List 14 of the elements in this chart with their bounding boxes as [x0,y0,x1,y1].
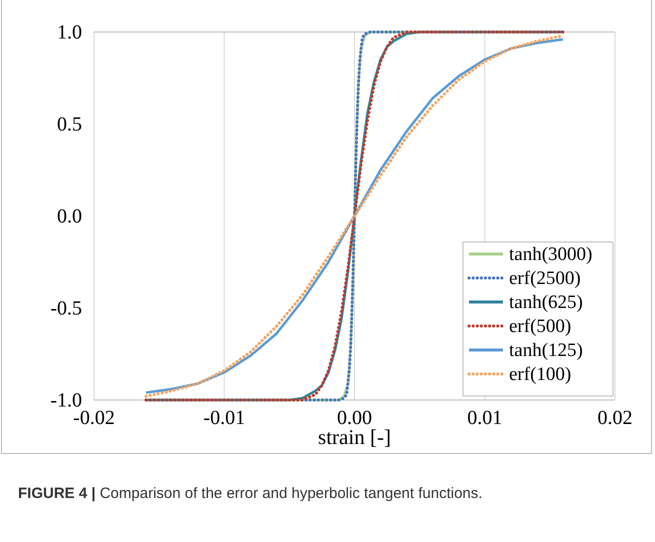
legend-label: erf(2500) [509,268,581,289]
x-tick-label: 0.01 [467,407,502,430]
caption: FIGURE 4 | Comparison of the error and hyperbolic tangent functions. [18,485,482,502]
legend-label: erf(100) [509,364,572,385]
y-tick-label: -0.5 [50,297,82,320]
x-tick-label: 0.02 [598,407,632,430]
y-tick-label: 0.0 [57,205,82,228]
legend-label: tanh(625) [509,292,583,313]
y-tick-label: 0.5 [57,113,82,136]
x-tick-label: -0.01 [203,407,246,430]
legend-label: erf(500) [509,316,572,337]
legend-label: tanh(3000) [509,244,592,265]
legend-label: tanh(125) [509,340,583,361]
y-tick-label: 1.0 [57,21,82,44]
